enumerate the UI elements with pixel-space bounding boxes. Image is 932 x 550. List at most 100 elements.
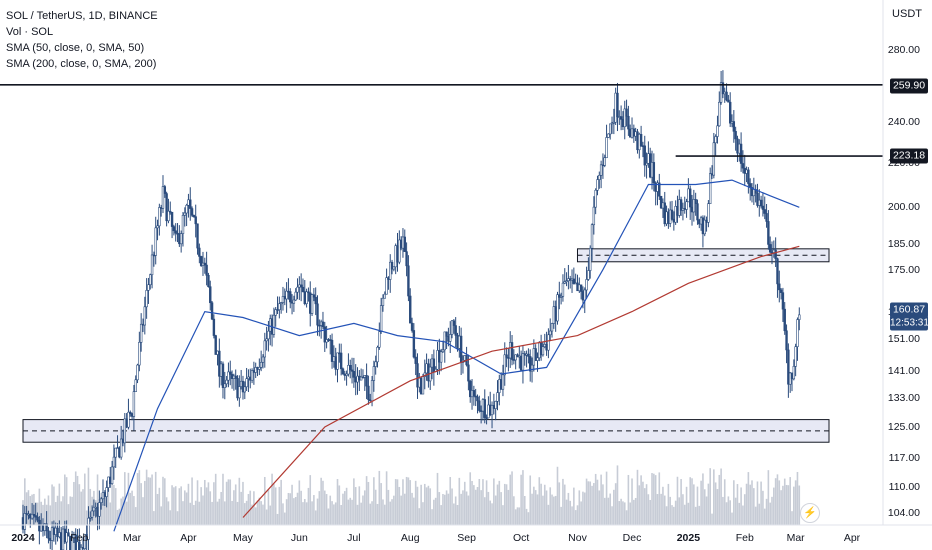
volume-bar [203, 479, 206, 525]
sma200-line [242, 245, 800, 518]
candle-body [305, 291, 308, 304]
volume-bar [242, 481, 244, 525]
volume-bar [722, 496, 724, 525]
candle-body [99, 498, 103, 503]
volume-bar [718, 474, 721, 525]
volume-bar [191, 477, 193, 525]
volume-bar [642, 481, 644, 525]
candle-body [625, 108, 628, 117]
horizontal-levels [0, 84, 883, 157]
candle-body [530, 364, 534, 372]
volume-bar [331, 501, 333, 525]
volume-bar [742, 505, 744, 525]
symbol-title[interactable]: SOL / TetherUS, 1D, BINANCE [6, 10, 158, 22]
candle-body [741, 163, 745, 169]
volume-bar [465, 491, 468, 525]
volume-bar [298, 480, 301, 525]
candle-body [374, 361, 377, 367]
volume-bar [493, 478, 495, 525]
volume-bar [256, 500, 259, 525]
volume-bar [782, 485, 784, 525]
volume-bar [462, 490, 464, 525]
volume-bar [745, 483, 748, 525]
volume-bar [267, 489, 270, 525]
volume-bar [173, 487, 175, 525]
volume-bar [480, 490, 482, 525]
volume-bar [338, 485, 341, 525]
volume-bar [223, 501, 226, 525]
volume-bar [614, 483, 617, 525]
volume-bar [793, 486, 795, 525]
candle-body [376, 346, 379, 363]
sma50-line [113, 179, 800, 532]
candle-body [254, 367, 257, 373]
volume-bar [723, 479, 726, 525]
candle-body [708, 173, 712, 205]
candle-body [161, 186, 165, 209]
candle-body [467, 364, 470, 382]
volume-bar [778, 480, 781, 525]
volume-bar [447, 493, 450, 525]
flash-icon[interactable]: ⚡ [800, 503, 820, 523]
volume-bar [314, 510, 317, 525]
candle-body [227, 371, 230, 381]
volume-bar [380, 483, 382, 525]
volume-bar [104, 494, 106, 525]
candle-body [759, 199, 763, 207]
volume-bar [433, 499, 435, 525]
candle-body [565, 280, 568, 283]
candle-body [445, 331, 448, 337]
candle-body [223, 383, 226, 388]
volume-bar [716, 489, 719, 525]
volume-bar [200, 487, 202, 525]
volume-bar [527, 512, 530, 525]
volume-bar [511, 471, 513, 525]
volume-bar [243, 503, 246, 525]
volume-bar [74, 471, 77, 525]
volume-bar [445, 490, 448, 525]
volume-bar [707, 483, 710, 525]
volume-bar [65, 477, 68, 525]
volume-bar [547, 504, 550, 525]
volume-bar [134, 507, 137, 525]
volume-bar [522, 470, 524, 525]
volume-bar [656, 494, 659, 525]
volume-bar [414, 480, 417, 525]
volume-indicator-label[interactable]: Vol · SOL [6, 26, 54, 38]
sma50-indicator-label[interactable]: SMA (50, close, 0, SMA, 50) [6, 42, 145, 54]
volume-bar [703, 489, 706, 525]
time-tick-label: Mar [123, 532, 142, 544]
volume-bar [487, 491, 490, 525]
sma200-indicator-label[interactable]: SMA (200, close, 0, SMA, 200) [6, 58, 157, 70]
volume-bar [523, 496, 526, 525]
volume-bar [78, 484, 81, 525]
candle-body [272, 314, 276, 335]
volume-bar [580, 501, 582, 525]
volume-bar [154, 471, 157, 525]
volume-bar [349, 497, 352, 525]
price-tick-label: 141.00 [887, 364, 920, 377]
volume-bar [254, 507, 257, 525]
volume-bar [787, 485, 790, 525]
candle-body [336, 352, 339, 370]
volume-bar [316, 498, 319, 525]
candle-body [454, 325, 457, 336]
volume-bar [51, 484, 53, 525]
volume-bar [540, 483, 542, 525]
volume-bar [438, 492, 441, 525]
volume-bar [205, 487, 208, 525]
volume-bar [729, 500, 731, 525]
volume-bar [451, 488, 453, 525]
volume-bar [774, 478, 777, 525]
volume-bar [363, 490, 366, 525]
volume-bar [211, 501, 213, 525]
candle-body [209, 286, 212, 304]
candle-body [612, 121, 616, 124]
volume-bar [311, 501, 313, 525]
volume-bar [489, 500, 492, 525]
volume-bar [54, 502, 57, 525]
candle-body [169, 210, 172, 213]
volume-bar [549, 487, 552, 525]
moving-averages [113, 179, 800, 532]
